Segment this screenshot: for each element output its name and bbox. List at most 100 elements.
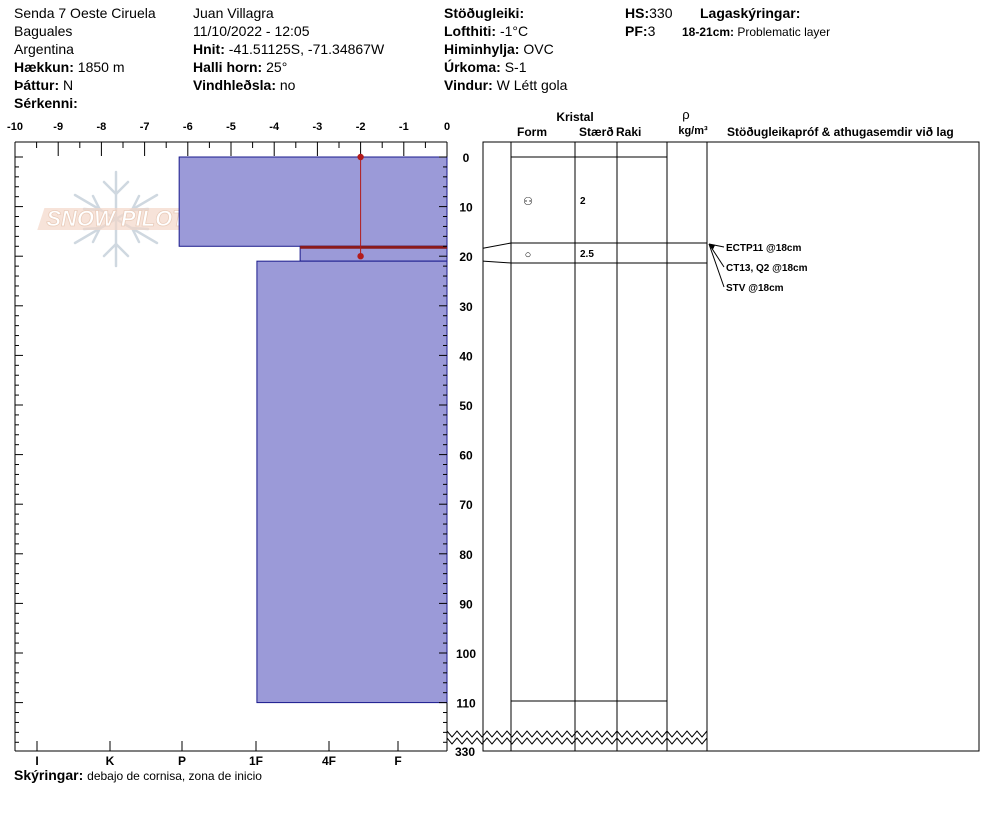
snowpilot-watermark: SNOW PILOT	[37, 170, 197, 268]
stability-test-leader	[708, 243, 725, 288]
wind-label: Vindur:	[444, 77, 493, 93]
temperature-axis: -10 -9 -8 -7 -6 -5 -4 -3 -2 -1 0	[7, 121, 450, 156]
temp-tick-label: -9	[53, 121, 63, 133]
layer-notes-label: Lagaskýringar:	[700, 5, 801, 21]
depth-tick-label: 10	[459, 201, 473, 215]
layer-note-range: 18-21cm:	[682, 25, 735, 39]
hardness-tick-label: F	[394, 754, 401, 768]
temp-tick-label: -10	[7, 121, 23, 133]
crystal-form-symbol: ⚇	[523, 196, 533, 208]
table-layer-rows: ⚇ 2 ○ 2.5	[482, 156, 707, 702]
depth-tick-label: 80	[459, 548, 473, 562]
temp-tick-label: -8	[97, 121, 107, 133]
layer-connector	[482, 242, 512, 249]
total-depth-label: 330	[455, 745, 475, 759]
depth-tick-label: 70	[459, 498, 473, 512]
elevation-label: Hækkun:	[14, 59, 74, 75]
depth-tick-label: 30	[459, 300, 473, 314]
remarks-label: Skýringar:	[14, 767, 84, 783]
depth-break-marker	[446, 730, 708, 745]
precip-value: S-1	[504, 59, 527, 75]
temp-tick-label: -7	[140, 121, 150, 133]
coords-value: -41.51125S, -71.34867W	[228, 41, 385, 57]
size-header: Stærð	[579, 125, 614, 139]
temp-tick-label: -4	[269, 121, 280, 133]
stability-test-leader	[708, 243, 725, 268]
air-temp-row: Lofthiti: -1°C	[444, 22, 528, 40]
remarks-row: Skýringar: debajo de cornisa, zona de in…	[14, 766, 262, 785]
observation-datetime: 11/10/2022 - 12:05	[193, 23, 310, 39]
air-temp-value: -1°C	[499, 23, 529, 39]
hs-label: HS:	[625, 5, 650, 21]
depth-tick-label: 20	[459, 250, 473, 264]
stability-test-label: STV @18cm	[726, 283, 784, 294]
slope-row: Halli horn: 25°	[193, 58, 287, 76]
depth-tick-label: 110	[456, 697, 476, 711]
temperature-point	[357, 253, 364, 260]
wind-loading-row: Vindhleðsla: no	[193, 76, 295, 94]
depth-tick-label: 100	[456, 647, 476, 661]
features-label: Sérkenni:	[14, 95, 78, 111]
hardness-tick-label: 1F	[249, 754, 263, 768]
hs-row: HS:330	[625, 4, 672, 22]
temp-tick-label: -1	[399, 121, 409, 133]
wind-loading-label: Vindhleðsla:	[193, 77, 276, 93]
depth-axis: 0 10 20 30 40 50 60 70 80 90 100 110	[15, 151, 476, 743]
depth-tick-label: 60	[459, 449, 473, 463]
remarks-value: debajo de cornisa, zona de inicio	[87, 769, 262, 783]
hardness-layer-bar	[178, 156, 448, 247]
crystal-form-symbol: ○	[525, 249, 532, 261]
aspect-row: Þáttur: N	[14, 76, 73, 94]
pf-label: PF:	[625, 23, 648, 39]
coords-row: Hnit: -41.51125S, -71.34867W	[193, 40, 384, 58]
temp-tick-label: -3	[313, 121, 323, 133]
elevation-value: 1850 m	[77, 59, 125, 75]
stability-test-notes: ECTP11 @18cm CT13, Q2 @18cm STV @18cm	[708, 243, 808, 294]
country-name: Argentina	[14, 41, 74, 57]
precip-row: Úrkoma: S-1	[444, 58, 526, 76]
watermark-text: SNOW PILOT	[46, 206, 187, 231]
air-temp-label: Lofthiti:	[444, 23, 497, 39]
wind-loading-value: no	[279, 77, 296, 93]
depth-tick-label: 90	[459, 597, 473, 611]
density-unit-header: kg/m³	[678, 125, 708, 137]
hardness-layers	[178, 156, 448, 704]
stability-row: Stöðugleiki:	[444, 4, 524, 22]
tests-header: Stöðugleikapróf & athugasemdir við lag	[727, 125, 954, 139]
stability-test-label: ECTP11 @18cm	[726, 243, 801, 254]
crystal-table	[482, 141, 980, 752]
hardness-tick-label: 4F	[322, 754, 336, 768]
layer-note: 18-21cm: Problematic layer	[682, 23, 830, 41]
features-row: Sérkenni:	[14, 94, 78, 112]
elevation-row: Hækkun: 1850 m	[14, 58, 125, 76]
hardness-tick-label: K	[106, 754, 115, 768]
location-name: Senda 7 Oeste Ciruela	[14, 5, 156, 21]
temperature-point	[357, 153, 364, 161]
temperature-profile	[357, 153, 364, 260]
form-header: Form	[517, 125, 547, 139]
slope-value: 25°	[266, 59, 288, 75]
table-frame	[482, 141, 980, 752]
hs-value: 330	[649, 5, 673, 21]
temp-tick-label: -2	[356, 121, 366, 133]
coords-label: Hnit:	[193, 41, 225, 57]
crystal-size-value: 2	[580, 196, 586, 207]
crystal-header: Kristal	[556, 110, 593, 124]
layer-notes-row: Lagaskýringar:	[700, 4, 800, 22]
pf-row: PF:3	[625, 22, 655, 40]
hardness-layer-bar	[256, 260, 448, 704]
watermark-band	[37, 208, 197, 230]
region-name: Baguales	[14, 23, 73, 39]
depth-tick-label: 0	[463, 151, 470, 165]
layer-note-text: Problematic layer	[737, 25, 831, 39]
sky-row: Himinhylja: OVC	[444, 40, 554, 58]
snowflake-icon	[73, 170, 159, 268]
moisture-header: Raki	[616, 125, 641, 139]
hardness-tick-label: I	[35, 754, 38, 768]
temp-tick-label: 0	[444, 121, 450, 133]
hardness-axis: I K P 1F 4F F	[35, 741, 402, 768]
aspect-value: N	[63, 77, 74, 93]
sky-value: OVC	[523, 41, 554, 57]
pf-value: 3	[647, 23, 656, 39]
